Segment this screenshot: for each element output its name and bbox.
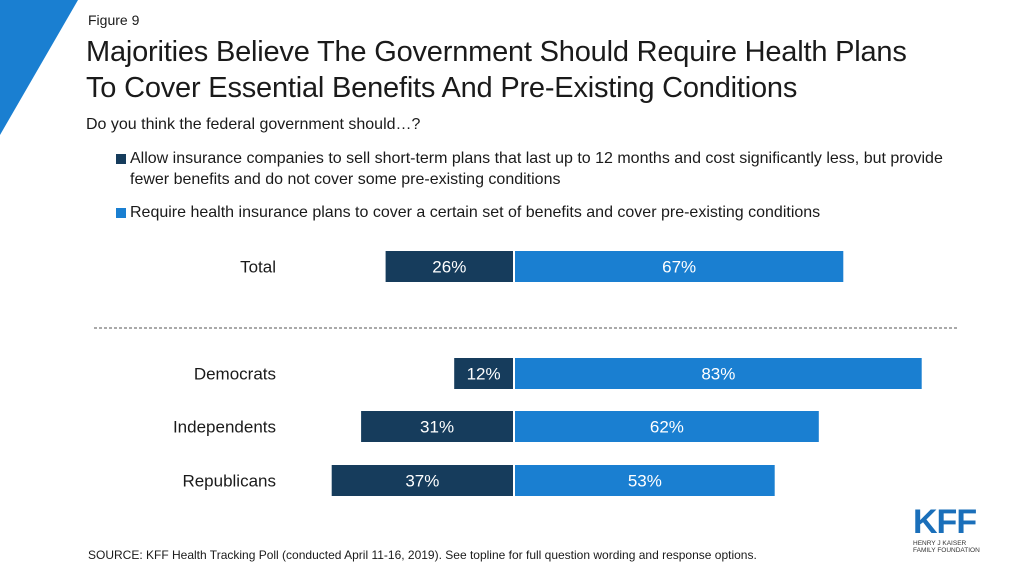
bar-label-require-independents: 62% [650, 418, 684, 437]
figure-label: Figure 9 [88, 12, 140, 28]
bar-label-require-democrats: 83% [701, 365, 735, 384]
category-label-total: Total [240, 258, 276, 277]
bar-require-independents [515, 411, 819, 442]
bar-label-require-republicans: 53% [628, 472, 662, 491]
bar-label-allow-independents: 31% [420, 418, 454, 437]
category-label-democrats: Democrats [194, 365, 276, 384]
title-line-2: To Cover Essential Benefits And Pre-Exis… [86, 72, 798, 104]
logo-sub-line-1: HENRY J KAISER [913, 540, 967, 547]
bar-require-democrats [515, 358, 922, 389]
bar-allow-total [385, 251, 513, 282]
logo-main-text: KFF [913, 503, 977, 541]
legend-item-require: Require health insurance plans to cover … [116, 202, 976, 223]
bar-chart: Total 26% 67% Democrats 12% 83% Independents 31… [94, 251, 958, 496]
legend-label-require: Require health insurance plans to cover … [130, 204, 821, 221]
logo-sub-text: HENRY J KAISER FAMILY FOUNDATION [913, 540, 993, 554]
legend-swatch-allow [116, 154, 126, 164]
bar-allow-republicans [331, 465, 513, 496]
subtitle: Do you think the federal government shou… [86, 116, 421, 133]
legend-label-allow: Allow insurance companies to sell short-… [130, 150, 943, 188]
bar-label-require-total: 67% [662, 258, 696, 277]
chart-legend: Allow insurance companies to sell short-… [116, 148, 976, 223]
bar-allow-democrats [454, 358, 513, 389]
bar-label-allow-total: 26% [432, 258, 466, 277]
bar-require-total [515, 251, 844, 282]
bar-label-allow-republicans: 37% [405, 472, 439, 491]
bar-require-republicans [515, 465, 775, 496]
page-title: Majorities Believe The Government Should… [86, 34, 1016, 106]
bar-label-allow-democrats: 12% [467, 365, 501, 384]
logo-sub-line-2: FAMILY FOUNDATION [913, 547, 980, 554]
legend-swatch-require [116, 208, 126, 218]
category-label-republicans: Republicans [182, 472, 276, 491]
category-label-independents: Independents [173, 418, 276, 437]
title-line-1: Majorities Believe The Government Should… [86, 36, 907, 68]
kff-logo: KFF HENRY J KAISER FAMILY FOUNDATION [913, 503, 993, 554]
source-note: SOURCE: KFF Health Tracking Poll (conduc… [88, 548, 757, 562]
bar-allow-independents [361, 411, 513, 442]
legend-item-allow: Allow insurance companies to sell short-… [116, 148, 976, 190]
corner-accent [0, 0, 78, 135]
